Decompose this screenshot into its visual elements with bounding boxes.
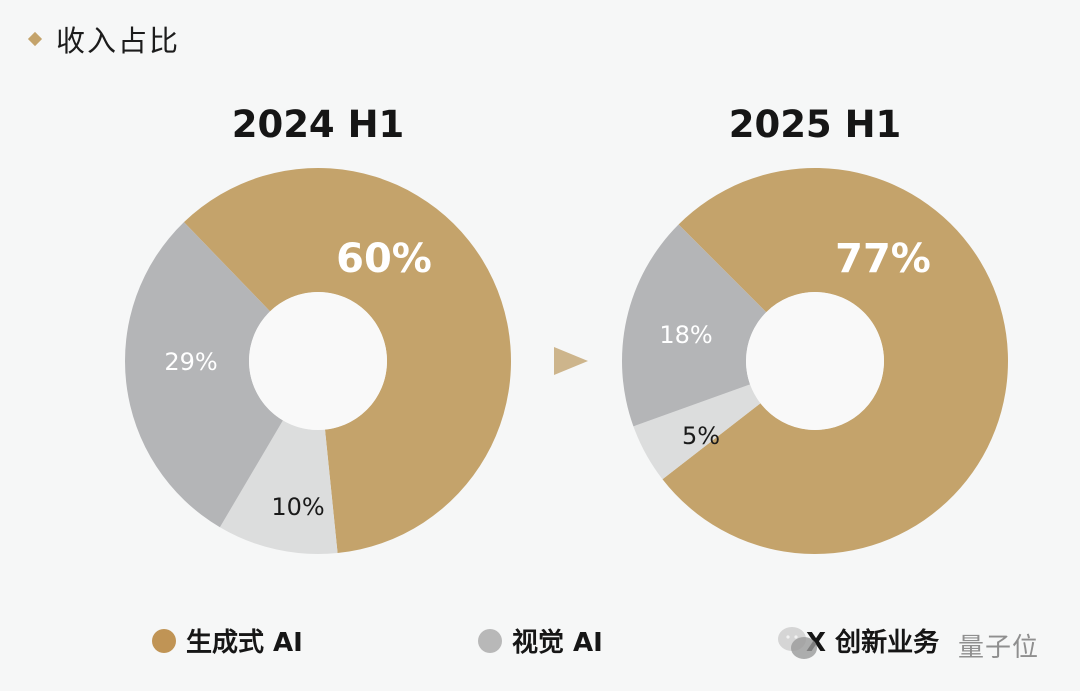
section-header: 收入占比	[27, 18, 181, 60]
donut-hole	[249, 292, 387, 430]
slice-label: 60%	[336, 236, 432, 282]
donut-slice	[183, 168, 511, 554]
legend-swatch-icon	[152, 628, 176, 653]
donut-chart-2024: 60% 10% 29%	[125, 168, 511, 554]
legend-label: X 创新业务	[806, 628, 940, 658]
slice-label: 10%	[271, 493, 324, 521]
legend-item-x-innovation: X 创新业务	[806, 622, 939, 659]
watermark: 量子位	[958, 633, 1040, 663]
wechat-icon	[778, 627, 817, 659]
legend-label: 视觉 AI	[512, 628, 603, 658]
chart-title-2025: 2025 H1	[728, 103, 902, 146]
arrow-right-icon	[554, 347, 588, 375]
donut-slice	[219, 420, 338, 554]
chart-title-2024: 2024 H1	[231, 103, 405, 146]
donut-slice	[125, 222, 283, 528]
slice-label: 18%	[659, 321, 712, 349]
slice-label: 77%	[835, 236, 931, 282]
legend-label: 生成式 AI	[186, 628, 303, 658]
slice-label: 5%	[682, 422, 720, 450]
legend: 生成式 AI 视觉 AI X 创新业务	[0, 622, 1080, 666]
donut-slice	[633, 384, 761, 480]
donut-hole	[746, 292, 884, 430]
legend-item-generative-ai: 生成式 AI	[152, 622, 303, 659]
legend-item-vision-ai: 视觉 AI	[478, 622, 603, 659]
donut-slice	[622, 224, 767, 427]
donut-slice	[662, 168, 1009, 555]
section-title: 收入占比	[56, 24, 181, 58]
legend-swatch-icon	[478, 628, 502, 653]
donut-chart-2025: 77% 5% 18%	[622, 168, 1009, 555]
slice-label: 29%	[164, 348, 217, 376]
